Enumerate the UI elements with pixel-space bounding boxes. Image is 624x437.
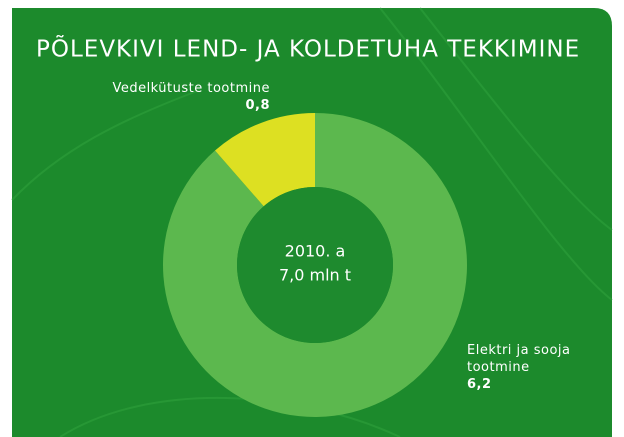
center-label: 2010. a [285, 242, 346, 261]
donut-slice [162, 113, 467, 417]
donut-hole [237, 187, 393, 343]
value-label: 6,2 [467, 377, 492, 392]
slice-label: Vedelkütuste tootmine 0,8 [60, 80, 270, 114]
category-name: Vedelkütuste tootmine [112, 81, 270, 96]
slice-label: Elektri ja sooja tootmine 6,2 [467, 342, 577, 393]
chart-title: PÕLEVKIVI LEND- JA KOLDETUHA TEKKIMINE [36, 34, 580, 63]
donut-slice [214, 113, 315, 207]
value-label: 0,8 [245, 98, 270, 113]
category-name: Elektri ja sooja tootmine [467, 343, 571, 375]
decor-curves [11, 7, 613, 437]
center-label: 7,0 mln t [279, 266, 351, 285]
